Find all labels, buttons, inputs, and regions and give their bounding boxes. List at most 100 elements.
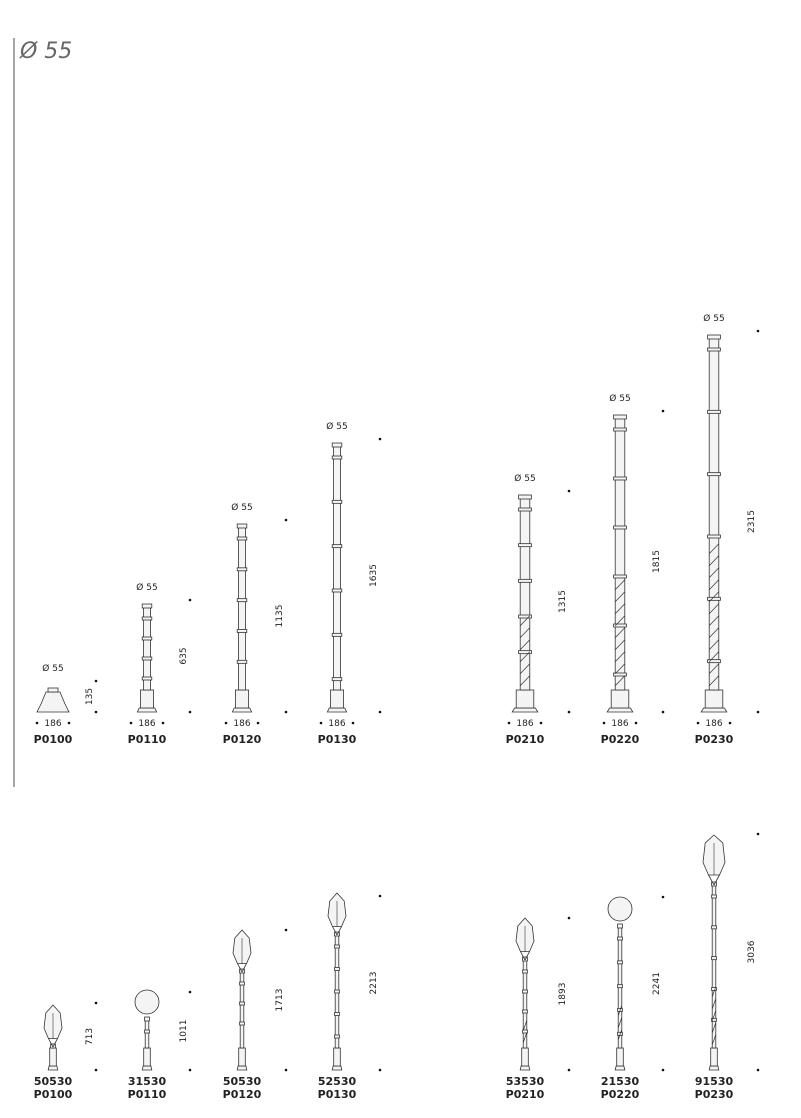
- height-label: 713: [85, 1028, 95, 1045]
- dimension-dot: [284, 518, 288, 522]
- post-drawing: [136, 603, 158, 713]
- dimension-dot: [634, 721, 638, 725]
- post-ring: [613, 574, 627, 579]
- lamp-post-drawing: [232, 929, 252, 1071]
- post-code: P0120: [223, 733, 262, 746]
- post-ring: [331, 632, 343, 637]
- lantern-brace: [708, 874, 715, 886]
- post-ring: [707, 472, 721, 477]
- dimension-dot: [567, 916, 571, 920]
- spiral-stripe: [711, 998, 717, 1009]
- diameter-label: Ø 55: [609, 393, 630, 404]
- post-shaft: [708, 337, 720, 691]
- spiral-stripe: [614, 615, 626, 626]
- post-ring: [239, 981, 245, 986]
- post-ring: [518, 543, 532, 548]
- dimension-dot: [378, 437, 382, 441]
- post-ring: [236, 567, 248, 572]
- post-foot: [704, 689, 724, 709]
- post-ring: [522, 1029, 528, 1034]
- post-ring: [613, 427, 627, 432]
- post-foot: [238, 1047, 246, 1067]
- post-base: [136, 707, 158, 713]
- dimension-dot: [378, 894, 382, 898]
- dimension-dot: [35, 721, 39, 725]
- post-ring: [707, 534, 721, 539]
- post-ring: [334, 944, 340, 949]
- spiral-stripe: [711, 986, 717, 997]
- dimension-dot: [188, 990, 192, 994]
- post-code: P0110: [128, 733, 167, 746]
- post-ring: [613, 476, 627, 481]
- dimension-dot: [351, 721, 355, 725]
- spiral-stripe: [708, 591, 720, 602]
- spiral-stripe: [708, 579, 720, 590]
- dimension-dot: [756, 832, 760, 836]
- dimension-dot: [94, 1068, 98, 1072]
- spiral-stripe: [711, 1010, 717, 1021]
- post-ring: [613, 672, 627, 677]
- post-base: [36, 691, 70, 713]
- post-code: P0100: [34, 733, 73, 746]
- post-code: P0120: [223, 1088, 262, 1101]
- post-cap: [522, 956, 528, 962]
- post-ring: [334, 967, 340, 971]
- width-label: 186: [328, 719, 345, 729]
- diameter-label: Ø 55: [514, 473, 535, 484]
- height-label: 2315: [747, 510, 757, 533]
- height-label: 1135: [275, 605, 285, 628]
- width-label: 186: [611, 719, 628, 729]
- post-foot: [521, 1047, 529, 1067]
- lamp-code: 50530: [34, 1075, 73, 1088]
- width-label: 186: [516, 719, 533, 729]
- lantern-brace: [237, 963, 243, 973]
- spiral-stripe: [614, 675, 626, 686]
- post-ring: [331, 544, 343, 549]
- post-code: P0130: [318, 733, 357, 746]
- post-ring: [331, 455, 343, 460]
- lamp-code: 50530: [223, 1075, 262, 1088]
- post-ring: [707, 596, 721, 601]
- post-foot: [616, 1047, 624, 1067]
- spiral-stripe: [708, 555, 720, 566]
- dimension-dot: [661, 895, 665, 899]
- post-ring: [236, 629, 248, 633]
- height-label: 1315: [558, 590, 568, 613]
- post-foot: [234, 689, 249, 709]
- post-ring: [239, 1001, 245, 1006]
- spiral-stripe: [617, 1017, 623, 1028]
- post-ring: [518, 507, 532, 512]
- spiral-stripe: [708, 615, 720, 626]
- post-ring: [711, 894, 717, 899]
- diameter-label: Ø 55: [42, 663, 63, 674]
- post-ring: [141, 636, 153, 641]
- lantern-brace: [241, 963, 247, 973]
- dimension-dot: [319, 721, 323, 725]
- lantern-brace: [520, 951, 526, 961]
- post-ring: [144, 1029, 150, 1034]
- dimension-dot: [256, 721, 260, 725]
- post-code: P0220: [601, 1088, 640, 1101]
- post-drawing: [326, 442, 348, 713]
- post-foot: [333, 1047, 341, 1067]
- dimension-dot: [284, 1068, 288, 1072]
- spiral-stripe: [614, 591, 626, 602]
- height-label: 135: [85, 688, 95, 705]
- post-ring: [613, 525, 627, 530]
- spiral-stripe: [519, 675, 531, 686]
- post-ring: [331, 588, 343, 593]
- post-base: [326, 707, 348, 713]
- post-cap: [50, 1043, 56, 1049]
- diameter-label: Ø 55: [136, 582, 157, 593]
- post-drawing: [511, 494, 539, 713]
- lamp-code: 53530: [506, 1075, 545, 1088]
- post-code: P0210: [506, 1088, 545, 1101]
- post-code: P0110: [128, 1088, 167, 1101]
- post-foot: [329, 689, 344, 709]
- post-base: [331, 1065, 343, 1071]
- post-foot: [49, 1047, 57, 1067]
- dimension-dot: [567, 489, 571, 493]
- lamp-code: 21530: [601, 1075, 640, 1088]
- lamp-globe: [134, 989, 160, 1015]
